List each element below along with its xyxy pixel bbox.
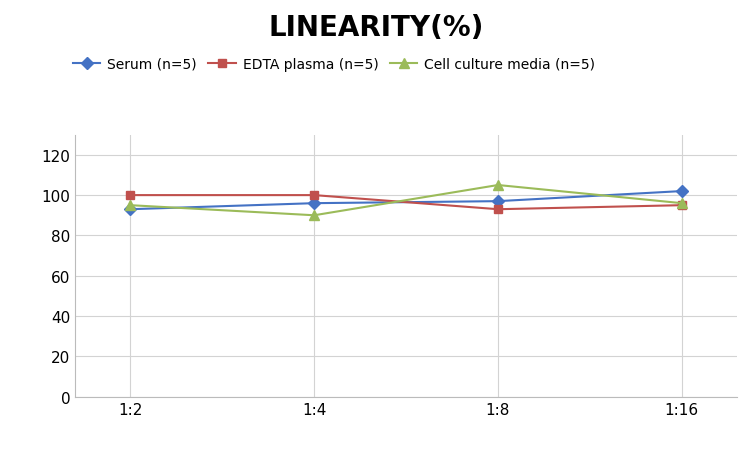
EDTA plasma (n=5) xyxy=(310,193,319,198)
Cell culture media (n=5) xyxy=(310,213,319,218)
Cell culture media (n=5) xyxy=(126,203,135,208)
Line: EDTA plasma (n=5): EDTA plasma (n=5) xyxy=(126,192,686,214)
Serum (n=5) xyxy=(126,207,135,212)
Cell culture media (n=5) xyxy=(493,183,502,189)
Line: Cell culture media (n=5): Cell culture media (n=5) xyxy=(126,181,687,221)
EDTA plasma (n=5) xyxy=(678,203,687,208)
Legend: Serum (n=5), EDTA plasma (n=5), Cell culture media (n=5): Serum (n=5), EDTA plasma (n=5), Cell cul… xyxy=(67,52,601,77)
Serum (n=5) xyxy=(678,189,687,194)
Line: Serum (n=5): Serum (n=5) xyxy=(126,188,686,214)
Serum (n=5) xyxy=(310,201,319,207)
Serum (n=5) xyxy=(493,199,502,204)
Cell culture media (n=5) xyxy=(678,201,687,207)
Text: LINEARITY(%): LINEARITY(%) xyxy=(268,14,484,41)
EDTA plasma (n=5) xyxy=(126,193,135,198)
EDTA plasma (n=5) xyxy=(493,207,502,212)
